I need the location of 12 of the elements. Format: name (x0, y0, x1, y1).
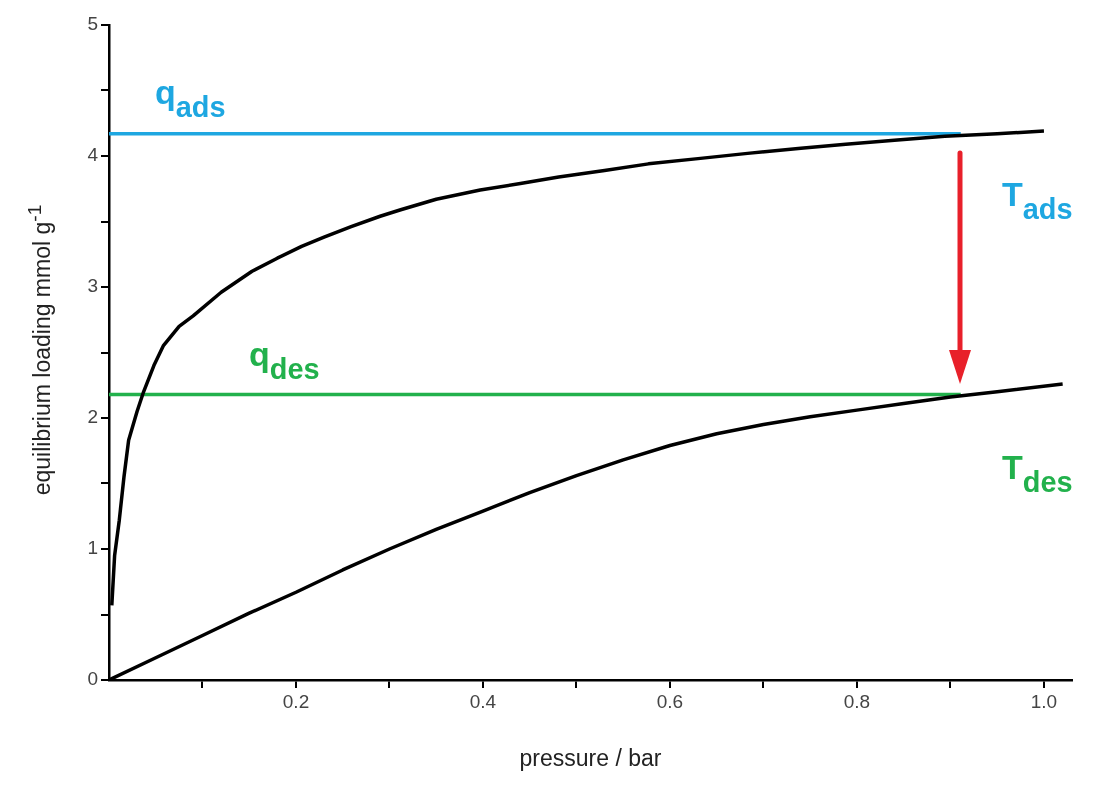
y-tick-label: 3 (87, 275, 98, 297)
x-tick-label: 0.8 (843, 690, 871, 712)
y-tick-label: 2 (87, 406, 98, 428)
y-tick-label: 5 (87, 13, 98, 35)
x-tick-label: 0.2 (282, 690, 310, 712)
y-tick-label: 0 (87, 668, 98, 690)
y-tick-label: 1 (87, 537, 98, 559)
y-tick-label: 4 (87, 144, 99, 166)
x-tick-label: 0.6 (656, 690, 684, 712)
x-tick-label: 0.4 (469, 690, 497, 712)
x-tick-label: 1.0 (1030, 690, 1058, 712)
x-axis-title: pressure / bar (518, 745, 663, 772)
